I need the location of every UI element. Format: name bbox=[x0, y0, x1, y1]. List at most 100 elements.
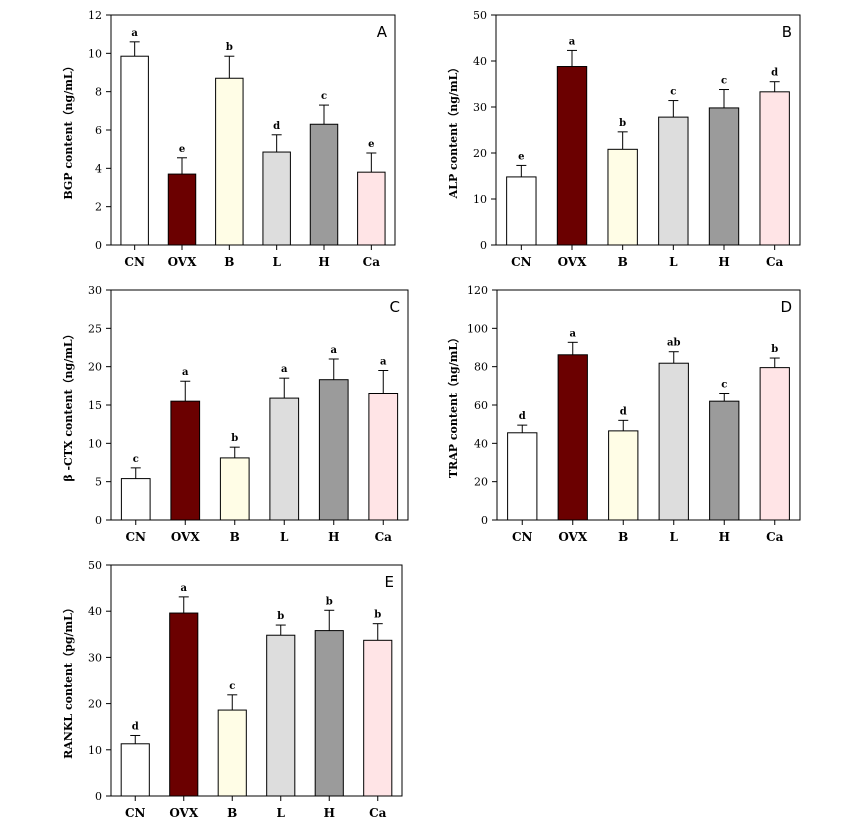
y-tick-label-c: 25 bbox=[88, 322, 102, 335]
panel-letter-a: A bbox=[377, 23, 388, 41]
bar-a-b bbox=[215, 77, 244, 246]
significance-label-d-cn: d bbox=[519, 411, 526, 422]
x-tick-label-b-b: B bbox=[618, 255, 628, 269]
x-tick-label-b-l: L bbox=[669, 255, 678, 269]
x-tick-label-d-b: B bbox=[618, 530, 628, 544]
significance-label-a-cn: a bbox=[131, 28, 138, 39]
x-tick-label-d-cn: CN bbox=[512, 530, 533, 544]
y-tick-label-d: 60 bbox=[474, 399, 488, 412]
y-tick-label-e: 40 bbox=[88, 605, 102, 618]
y-tick-label-a: 10 bbox=[88, 47, 102, 60]
y-tick-label-b: 20 bbox=[473, 147, 487, 160]
bar-a-l bbox=[262, 151, 291, 246]
y-tick-label-a: 12 bbox=[88, 9, 102, 22]
y-tick-label-e: 20 bbox=[88, 698, 102, 711]
bar-a-cn bbox=[120, 55, 149, 246]
x-tick-label-d-ovx: OVX bbox=[558, 530, 588, 544]
bar-c-b bbox=[219, 457, 250, 521]
significance-label-a-b: b bbox=[226, 42, 233, 53]
panel-letter-d: D bbox=[780, 298, 792, 316]
significance-label-c-h: a bbox=[331, 345, 338, 356]
x-tick-label-a-ovx: OVX bbox=[168, 255, 198, 269]
y-axis-label-d: TRAP content（ng/mL） bbox=[447, 332, 460, 478]
x-tick-label-e-ca: Ca bbox=[369, 806, 387, 820]
y-tick-label-d: 20 bbox=[474, 476, 488, 489]
significance-label-c-ca: a bbox=[380, 357, 387, 368]
significance-label-d-h: c bbox=[721, 380, 727, 391]
y-tick-label-c: 0 bbox=[95, 514, 102, 527]
y-tick-label-a: 6 bbox=[95, 124, 102, 137]
bar-d-l bbox=[658, 362, 689, 521]
x-tick-label-a-h: H bbox=[318, 255, 329, 269]
y-tick-label-d: 40 bbox=[474, 437, 488, 450]
x-tick-label-d-h: H bbox=[719, 530, 730, 544]
significance-label-c-cn: c bbox=[133, 454, 139, 465]
x-tick-label-c-ca: Ca bbox=[375, 530, 393, 544]
y-tick-label-c: 30 bbox=[88, 284, 102, 297]
y-tick-label-e: 30 bbox=[88, 651, 102, 664]
x-tick-label-e-h: H bbox=[324, 806, 335, 820]
significance-label-d-ovx: a bbox=[570, 328, 577, 339]
significance-label-e-ovx: a bbox=[181, 583, 188, 594]
y-axis-label-e: RANKL content（pg/mL） bbox=[62, 602, 75, 759]
x-tick-label-e-ovx: OVX bbox=[169, 806, 199, 820]
plot-frame-c bbox=[110, 289, 409, 521]
bar-b-cn bbox=[506, 176, 537, 246]
x-tick-label-c-h: H bbox=[328, 530, 339, 544]
bar-a-h bbox=[309, 123, 339, 246]
x-tick-label-e-b: B bbox=[227, 806, 237, 820]
significance-label-b-h: c bbox=[721, 76, 727, 87]
x-tick-label-d-l: L bbox=[670, 530, 679, 544]
x-tick-label-c-ovx: OVX bbox=[171, 530, 201, 544]
bar-d-h bbox=[709, 400, 740, 521]
y-tick-label-c: 5 bbox=[95, 476, 102, 489]
bar-c-l bbox=[269, 397, 300, 521]
y-tick-label-d: 0 bbox=[481, 514, 488, 527]
plot-frame-a bbox=[110, 14, 396, 246]
significance-label-b-cn: e bbox=[518, 151, 524, 162]
bar-b-h bbox=[708, 107, 740, 246]
y-tick-label-b: 40 bbox=[473, 55, 487, 68]
y-tick-label-d: 100 bbox=[467, 322, 488, 335]
significance-label-a-h: c bbox=[321, 91, 327, 102]
bar-b-ca bbox=[759, 91, 790, 246]
bar-c-ca bbox=[368, 393, 399, 521]
y-tick-label-b: 0 bbox=[480, 239, 487, 252]
x-tick-label-e-l: L bbox=[277, 806, 286, 820]
y-tick-label-b: 50 bbox=[473, 9, 487, 22]
x-tick-label-c-cn: CN bbox=[125, 530, 146, 544]
y-tick-label-d: 120 bbox=[467, 284, 488, 297]
x-tick-label-b-ca: Ca bbox=[766, 255, 784, 269]
bar-a-ca bbox=[357, 171, 386, 246]
significance-label-c-ovx: a bbox=[182, 367, 189, 378]
bar-c-h bbox=[318, 379, 349, 521]
y-tick-label-a: 0 bbox=[95, 239, 102, 252]
bar-e-b bbox=[217, 709, 247, 797]
y-tick-label-e: 10 bbox=[88, 744, 102, 757]
bar-d-ovx bbox=[557, 354, 588, 521]
x-tick-label-b-h: H bbox=[718, 255, 729, 269]
x-tick-label-b-ovx: OVX bbox=[558, 255, 588, 269]
significance-label-e-ca: b bbox=[374, 610, 381, 621]
x-tick-label-c-b: B bbox=[230, 530, 240, 544]
bar-d-b bbox=[608, 430, 639, 521]
bar-b-l bbox=[658, 116, 689, 246]
bar-e-h bbox=[314, 630, 344, 797]
significance-label-a-l: d bbox=[273, 121, 280, 132]
x-tick-label-a-ca: Ca bbox=[363, 255, 381, 269]
y-tick-label-c: 10 bbox=[88, 437, 102, 450]
significance-label-b-ca: d bbox=[771, 68, 778, 79]
y-tick-label-c: 20 bbox=[88, 361, 102, 374]
y-tick-label-a: 8 bbox=[95, 86, 102, 99]
y-tick-label-d: 80 bbox=[474, 361, 488, 374]
y-tick-label-e: 50 bbox=[88, 559, 102, 572]
significance-label-d-ca: b bbox=[771, 344, 778, 355]
bar-d-ca bbox=[759, 367, 790, 521]
significance-label-d-b: d bbox=[620, 406, 627, 417]
significance-label-e-b: c bbox=[229, 681, 235, 692]
significance-label-e-cn: d bbox=[132, 721, 139, 732]
bar-d-cn bbox=[507, 432, 538, 521]
significance-label-c-b: b bbox=[231, 433, 238, 444]
x-tick-label-d-ca: Ca bbox=[766, 530, 784, 544]
